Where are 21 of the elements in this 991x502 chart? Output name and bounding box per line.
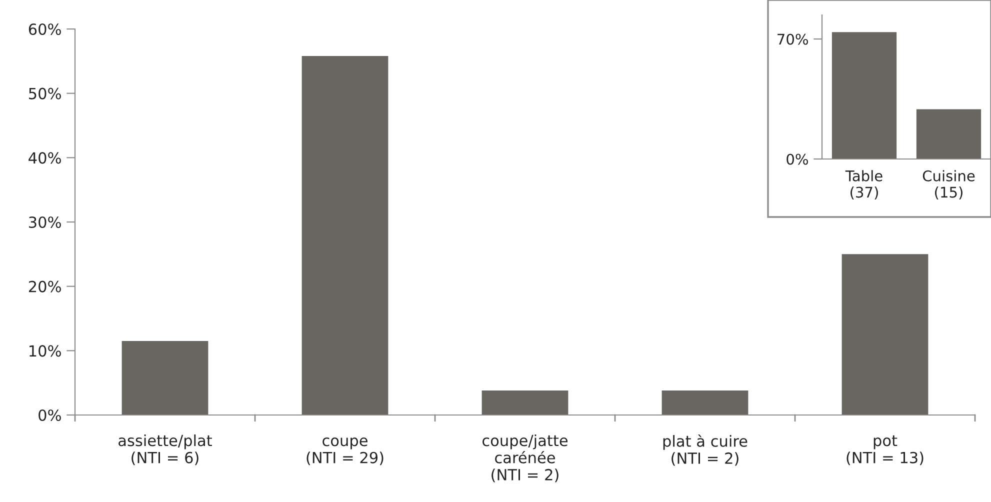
y-tick-label: 40% [28,152,61,164]
x-tick-label: coupe/jatte carénée (NTI = 2) [482,434,568,482]
y-tick-label: 70% [778,34,808,45]
bar [662,390,748,415]
x-tick-label: Table (37) [845,170,882,200]
x-tick-label: assiette/plat (NTI = 6) [118,434,212,466]
y-tick-label: 0% [38,409,61,422]
x-tick-label: coupe (NTI = 29) [306,438,384,466]
x-tick-label: plat à cuire (NTI = 2) [663,434,748,466]
x-tick-label: Cuisine (15) [922,170,975,200]
x-tick-label: pot (NTI = 13) [846,435,924,466]
y-tick-label: 10% [30,345,61,357]
y-tick-label: 0% [786,154,808,165]
y-tick-label: 30% [29,216,61,228]
bar [482,390,568,415]
bar [842,254,928,415]
y-tick-label: 20% [28,280,61,292]
bar [122,341,208,415]
y-tick-label: 50% [29,88,61,100]
y-tick-label: 60% [28,23,61,36]
bar [302,56,388,415]
